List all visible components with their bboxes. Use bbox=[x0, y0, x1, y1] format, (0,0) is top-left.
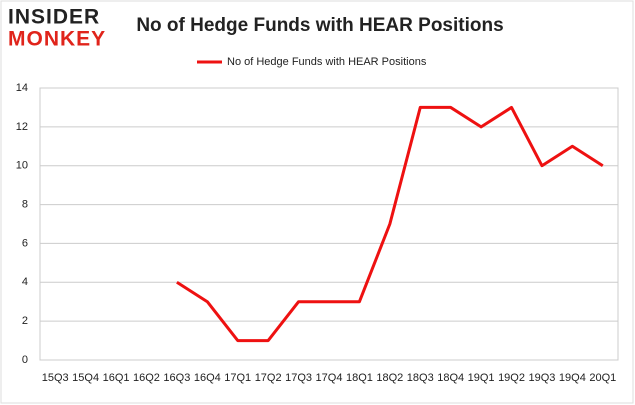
y-tick-label: 14 bbox=[16, 82, 28, 94]
chart-title: No of Hedge Funds with HEAR Positions bbox=[136, 15, 503, 36]
x-tick-label: 19Q1 bbox=[468, 372, 495, 384]
x-tick-label: 18Q2 bbox=[376, 372, 403, 384]
x-tick-label: 17Q4 bbox=[316, 372, 343, 384]
x-tick-label: 16Q3 bbox=[163, 372, 190, 384]
x-tick-label: 17Q2 bbox=[255, 372, 282, 384]
x-tick-label: 17Q1 bbox=[224, 372, 251, 384]
legend-label: No of Hedge Funds with HEAR Positions bbox=[227, 56, 427, 68]
y-tick-label: 10 bbox=[16, 160, 28, 172]
x-tick-label: 20Q1 bbox=[589, 372, 616, 384]
logo-bottom: MONKEY bbox=[8, 28, 106, 51]
logo-top: INSIDER bbox=[8, 6, 100, 29]
plot-area bbox=[39, 87, 619, 361]
x-tick-label: 16Q2 bbox=[133, 372, 160, 384]
y-tick-label: 12 bbox=[16, 121, 28, 133]
x-tick-label: 18Q3 bbox=[407, 372, 434, 384]
x-tick-label: 17Q3 bbox=[285, 372, 312, 384]
x-tick-label: 19Q2 bbox=[498, 372, 525, 384]
y-tick-label: 0 bbox=[22, 354, 28, 366]
x-tick-label: 16Q1 bbox=[103, 372, 130, 384]
y-tick-label: 4 bbox=[22, 276, 28, 288]
x-tick-label: 18Q4 bbox=[437, 372, 464, 384]
x-tick-label: 15Q3 bbox=[42, 372, 69, 384]
series-line bbox=[176, 105, 604, 343]
y-tick-label: 8 bbox=[22, 198, 28, 210]
x-tick-label: 19Q4 bbox=[559, 372, 586, 384]
x-tick-label: 16Q4 bbox=[194, 372, 221, 384]
x-tick-label: 18Q1 bbox=[346, 372, 373, 384]
y-tick-label: 2 bbox=[22, 315, 28, 327]
x-tick-label: 19Q3 bbox=[528, 372, 555, 384]
y-tick-label: 6 bbox=[22, 237, 28, 249]
x-tick-label: 15Q4 bbox=[72, 372, 99, 384]
